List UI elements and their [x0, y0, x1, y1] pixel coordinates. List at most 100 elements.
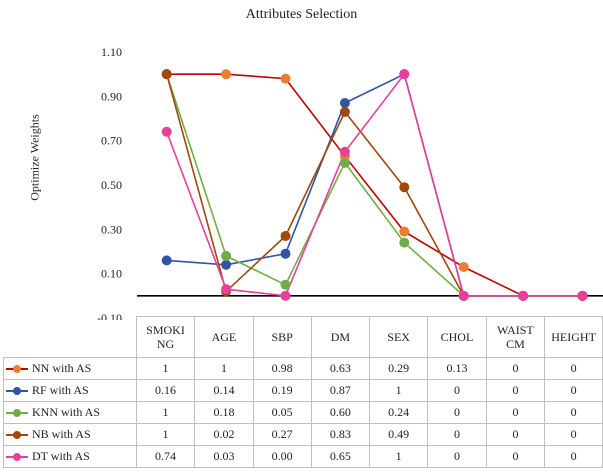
y-tick-label: 0.70	[101, 134, 122, 148]
data-value: 0.29	[368, 357, 429, 380]
data-value: 0.27	[252, 423, 312, 446]
series-point	[339, 106, 350, 117]
series-point	[280, 230, 291, 241]
y-tick-label: 0.50	[101, 178, 122, 192]
data-value: 0	[544, 401, 603, 424]
series-point	[221, 250, 232, 261]
data-table-row: RF with AS 0.16 0.14 0.19 0.87 1 0 0 0	[3, 379, 603, 402]
data-value: 0.24	[368, 401, 429, 424]
data-value: 0.03	[194, 445, 254, 468]
series-point	[280, 279, 291, 290]
data-value: 1	[368, 379, 429, 402]
series-line	[166, 73, 583, 297]
data-table-header-row: SMOKI NG AGE SBP DM SEX CHOL WAIST CM HEIGHT	[4, 316, 603, 358]
y-tick-label: 0.90	[101, 89, 122, 103]
series-point	[280, 73, 291, 84]
data-value: 0.05	[252, 401, 312, 424]
data-value: 1	[194, 357, 254, 380]
series-point	[399, 226, 410, 237]
data-value: 1	[135, 423, 196, 446]
legend-swatch-marker	[13, 409, 21, 418]
category-label: SEX	[368, 316, 429, 358]
data-table-row: KNN with AS 1 0.18 0.05 0.60 0.24 0 0 0	[3, 401, 603, 424]
legend-label: NB with AS	[32, 427, 91, 441]
data-value: 0.14	[194, 379, 254, 402]
series-point	[458, 290, 469, 301]
data-value: 0.02	[194, 423, 254, 446]
category-label-line: NG	[156, 337, 175, 351]
series-point	[161, 255, 172, 266]
y-tick-label: 1.10	[101, 45, 122, 59]
line-chart: 1.10 0.90 0.70 0.50 0.30 0.10 -0.10	[97, 45, 603, 320]
series-point	[221, 69, 232, 80]
series-point	[577, 290, 588, 301]
data-value: 0.83	[310, 423, 370, 446]
y-ticks: 1.10 0.90 0.70 0.50 0.30 0.10 -0.10	[97, 45, 122, 320]
legend-swatch	[6, 408, 28, 418]
data-value: 0.63	[310, 357, 370, 380]
category-label-line: SBP	[271, 330, 293, 344]
legend-swatch-marker	[13, 365, 21, 374]
data-value: 1	[135, 357, 196, 380]
data-value: 0.19	[252, 379, 312, 402]
series-lines	[165, 72, 583, 297]
legend-entry: NN with AS	[3, 357, 137, 380]
category-label: WAIST CM	[485, 316, 546, 358]
category-label: DM	[310, 316, 370, 358]
data-table-row: NN with AS 1 1 0.98 0.63 0.29 0.13 0 0	[3, 357, 603, 380]
legend-swatch	[6, 364, 28, 374]
data-value: 0	[427, 423, 487, 446]
data-value: 0	[427, 379, 487, 402]
data-value: 0	[544, 357, 603, 380]
data-value: 0.00	[252, 445, 312, 468]
series-point	[399, 182, 410, 193]
chart-title: Attributes Selection	[245, 7, 358, 22]
category-label: SBP	[252, 316, 312, 358]
data-table-row: DT with AS 0.74 0.03 0.00 0.65 1 0 0 0	[3, 445, 603, 468]
data-value: 1	[135, 401, 196, 424]
series-point	[518, 290, 529, 301]
data-value: 0	[485, 401, 546, 424]
series-point	[339, 157, 350, 168]
legend-entry: RF with AS	[3, 379, 137, 402]
series-point	[280, 290, 291, 301]
data-value: 0	[485, 423, 546, 446]
legend-swatch-marker	[13, 387, 21, 396]
series-point	[161, 69, 172, 80]
series-point	[399, 237, 410, 248]
data-value: 0.49	[368, 423, 429, 446]
category-label: AGE	[194, 316, 254, 358]
legend-swatch	[6, 452, 28, 462]
series-point	[399, 69, 410, 80]
data-value: 1	[368, 445, 429, 468]
category-label-line: AGE	[211, 330, 237, 344]
series-point	[339, 97, 350, 108]
legend-entry: KNN with AS	[3, 401, 137, 424]
category-label-line: HEIGHT	[551, 330, 596, 344]
data-value: 0	[544, 445, 603, 468]
data-value: 0	[427, 445, 487, 468]
data-value: 0.65	[310, 445, 370, 468]
data-table-row: NB with AS 1 0.02 0.27 0.83 0.49 0 0 0	[3, 423, 603, 446]
data-table-corner	[4, 317, 137, 358]
legend-entry: NB with AS	[3, 423, 137, 446]
legend-label: NN with AS	[32, 361, 92, 375]
series-point	[339, 146, 350, 157]
data-value: 0.98	[252, 357, 312, 380]
data-value: 0	[485, 445, 546, 468]
data-value: 0	[427, 401, 487, 424]
legend-swatch	[6, 430, 28, 440]
series-point	[221, 284, 232, 295]
category-label-line: WAIST	[497, 323, 534, 337]
category-label-line: DM	[330, 330, 351, 344]
data-value: 0.60	[310, 401, 370, 424]
category-label-line: SMOKI	[146, 323, 185, 337]
series-line	[165, 72, 583, 297]
data-value: 0	[544, 423, 603, 446]
category-label-line: CHOL	[440, 330, 474, 344]
legend-swatch-marker	[13, 453, 21, 462]
legend-entry: DT with AS	[3, 445, 137, 468]
category-label: SMOKI NG	[135, 316, 196, 358]
legend-label: DT with AS	[32, 449, 90, 463]
category-label: CHOL	[427, 316, 487, 358]
